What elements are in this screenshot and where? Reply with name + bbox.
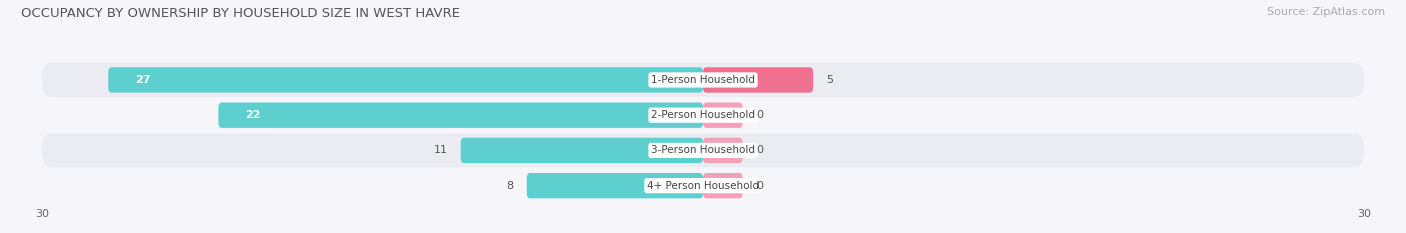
FancyBboxPatch shape: [703, 138, 742, 163]
Text: OCCUPANCY BY OWNERSHIP BY HOUSEHOLD SIZE IN WEST HAVRE: OCCUPANCY BY OWNERSHIP BY HOUSEHOLD SIZE…: [21, 7, 460, 20]
FancyBboxPatch shape: [42, 169, 1364, 202]
Text: 4+ Person Household: 4+ Person Household: [647, 181, 759, 191]
FancyBboxPatch shape: [218, 103, 703, 128]
Text: 27: 27: [135, 75, 150, 85]
FancyBboxPatch shape: [703, 103, 742, 128]
FancyBboxPatch shape: [703, 173, 742, 198]
Text: 11: 11: [433, 145, 447, 155]
Text: 3-Person Household: 3-Person Household: [651, 145, 755, 155]
Text: 2-Person Household: 2-Person Household: [651, 110, 755, 120]
Text: 0: 0: [756, 181, 763, 191]
FancyBboxPatch shape: [108, 67, 703, 93]
Text: 1-Person Household: 1-Person Household: [651, 75, 755, 85]
FancyBboxPatch shape: [42, 98, 1364, 132]
FancyBboxPatch shape: [527, 173, 703, 198]
FancyBboxPatch shape: [703, 67, 813, 93]
FancyBboxPatch shape: [461, 138, 703, 163]
Text: 8: 8: [506, 181, 513, 191]
Text: 0: 0: [756, 145, 763, 155]
Text: 0: 0: [756, 110, 763, 120]
FancyBboxPatch shape: [42, 134, 1364, 167]
Text: 22: 22: [245, 110, 260, 120]
Text: Source: ZipAtlas.com: Source: ZipAtlas.com: [1267, 7, 1385, 17]
Text: 5: 5: [827, 75, 834, 85]
FancyBboxPatch shape: [42, 63, 1364, 97]
